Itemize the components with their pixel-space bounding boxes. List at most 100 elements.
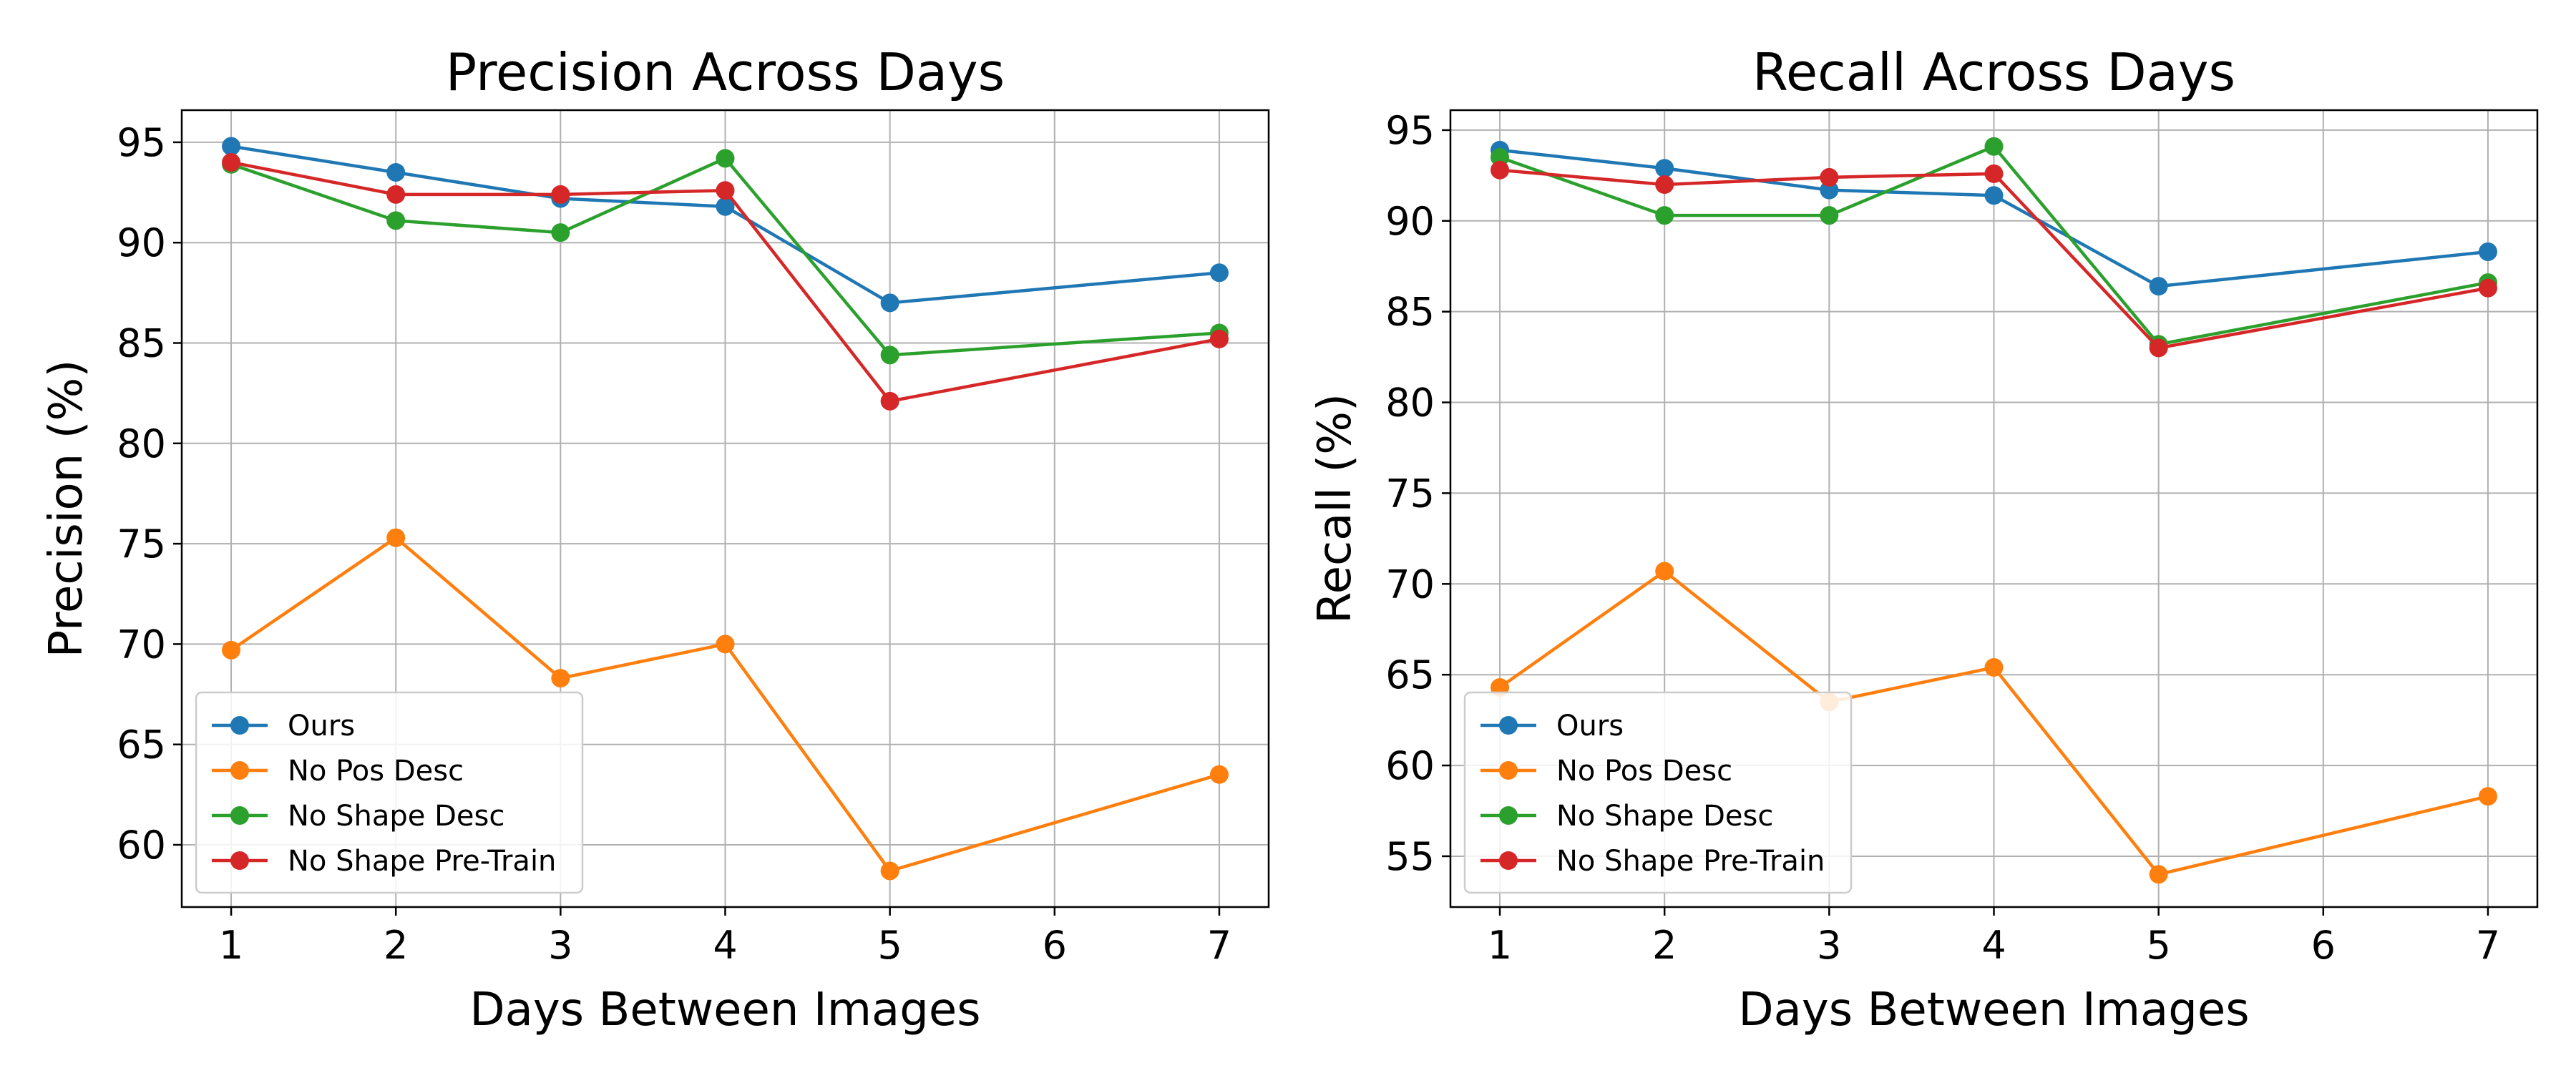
x-tick-label: 4 xyxy=(713,923,737,968)
series-line-no-shape-desc xyxy=(229,157,1221,357)
series-line-no-pos-desc xyxy=(1498,569,2490,876)
data-point-no-shape-pre-train xyxy=(716,181,735,200)
y-tick-label: 90 xyxy=(117,220,166,265)
data-point-no-pos-desc xyxy=(880,861,899,881)
data-point-no-shape-pre-train xyxy=(222,152,241,172)
data-point-no-pos-desc xyxy=(386,528,406,547)
y-tick-label: 85 xyxy=(1385,290,1435,335)
x-tick-label: 1 xyxy=(1488,923,1512,968)
data-point-no-shape-desc xyxy=(551,223,570,242)
data-point-ours xyxy=(222,137,241,156)
legend-marker-no-shape-desc xyxy=(1499,806,1518,825)
data-point-no-pos-desc xyxy=(2149,865,2168,884)
y-tick-label: 80 xyxy=(117,421,166,466)
x-tick-label: 5 xyxy=(877,923,902,968)
legend-label-no-shape-pre-train: No Shape Pre-Train xyxy=(1556,845,1825,878)
x-tick-label: 3 xyxy=(548,923,572,968)
data-point-no-pos-desc xyxy=(551,669,570,688)
y-tick-label: 60 xyxy=(1385,743,1435,788)
y-tick-label: 75 xyxy=(1385,471,1435,516)
y-axis-label: Precision (%) xyxy=(40,360,93,658)
y-tick-label: 70 xyxy=(117,622,166,667)
series-line-ours xyxy=(1498,148,2490,288)
recall-chart-title: Recall Across Days xyxy=(1752,42,2235,102)
legend-label-no-shape-desc: No Shape Desc xyxy=(1556,800,1773,833)
legend-label-no-shape-pre-train: No Shape Pre-Train xyxy=(288,845,556,878)
y-tick-label: 85 xyxy=(117,321,166,366)
y-tick-label: 65 xyxy=(117,722,166,768)
data-point-no-shape-desc xyxy=(1491,147,1510,167)
x-tick-label: 4 xyxy=(1981,923,2006,968)
data-point-no-shape-pre-train xyxy=(2149,338,2168,358)
x-tick-label: 5 xyxy=(2146,923,2170,968)
legend-label-no-pos-desc: No Pos Desc xyxy=(1556,755,1732,788)
y-tick-label: 75 xyxy=(117,521,166,567)
data-point-no-pos-desc xyxy=(716,635,735,654)
data-point-no-shape-desc xyxy=(1820,206,1839,225)
x-tick-label: 6 xyxy=(1043,923,1067,968)
axes-frame xyxy=(1449,109,2539,908)
data-point-ours xyxy=(1209,263,1229,283)
data-point-no-shape-pre-train xyxy=(1491,160,1510,180)
series-line-no-pos-desc xyxy=(229,536,1221,873)
data-point-no-shape-pre-train xyxy=(880,391,899,411)
data-point-ours xyxy=(2478,242,2497,261)
data-point-ours xyxy=(1655,159,1674,178)
x-axis-label: Days Between Images xyxy=(1738,984,2249,1037)
data-point-no-shape-pre-train xyxy=(1984,164,2004,183)
x-tick-label: 6 xyxy=(2311,923,2336,968)
legend-marker-no-shape-pre-train xyxy=(1499,851,1518,870)
data-point-no-shape-desc xyxy=(716,149,735,168)
data-point-ours xyxy=(386,162,406,182)
data-point-no-shape-pre-train xyxy=(1655,175,1674,195)
x-tick-label: 1 xyxy=(219,923,243,968)
y-tick-label: 70 xyxy=(1385,562,1435,607)
data-point-ours xyxy=(2149,277,2168,296)
y-tick-label: 65 xyxy=(1385,652,1435,697)
x-tick-label: 7 xyxy=(1207,923,1231,968)
x-tick-label: 2 xyxy=(384,923,408,968)
precision-chart-title: Precision Across Days xyxy=(446,42,1005,102)
y-tick-label: 95 xyxy=(1385,108,1435,153)
x-tick-label: 7 xyxy=(2476,923,2500,968)
axes-frame xyxy=(180,109,1270,908)
legend-label-no-pos-desc: No Pos Desc xyxy=(288,755,464,788)
data-point-ours xyxy=(1820,180,1839,200)
y-tick-label: 55 xyxy=(1385,834,1435,879)
data-point-no-pos-desc xyxy=(1655,562,1674,581)
y-tick-label: 60 xyxy=(117,823,166,868)
data-point-ours xyxy=(716,197,735,216)
legend-label-no-shape-desc: No Shape Desc xyxy=(288,800,504,833)
legend-marker-no-pos-desc xyxy=(1499,761,1518,780)
legend-marker-no-shape-pre-train xyxy=(230,851,249,870)
series-line-no-shape-pre-train xyxy=(1498,168,2490,350)
y-tick-label: 95 xyxy=(117,120,166,165)
data-point-ours xyxy=(880,293,899,313)
x-tick-label: 2 xyxy=(1652,923,1677,968)
series-line-no-shape-desc xyxy=(1498,144,2490,346)
data-point-no-pos-desc xyxy=(1209,765,1229,784)
recall-chart: 1 2 3 4 5 6 7 55 60 65 70 75 80 85 90 95 Recall Across D… xyxy=(1309,42,2539,1037)
legend-marker-no-pos-desc xyxy=(230,761,249,780)
legend-marker-no-shape-desc xyxy=(230,806,249,825)
data-point-no-pos-desc xyxy=(1984,658,2004,677)
precision-chart: 1 2 3 4 5 6 7 60 65 70 75 80 85 90 95 Precision Across … xyxy=(40,42,1270,1037)
legend-box xyxy=(1463,691,1853,894)
data-point-no-shape-pre-train xyxy=(1820,167,1839,187)
data-point-no-shape-pre-train xyxy=(1209,329,1229,348)
data-point-ours xyxy=(1984,186,2004,205)
series-line-no-shape-pre-train xyxy=(229,160,1221,403)
series-line-ours xyxy=(229,144,1221,305)
data-point-no-shape-pre-train xyxy=(386,185,406,204)
y-tick-label: 90 xyxy=(1385,199,1435,244)
legend-marker-ours xyxy=(1499,716,1518,735)
legend-box xyxy=(195,691,584,894)
data-point-no-shape-desc xyxy=(386,211,406,230)
data-point-no-shape-desc xyxy=(880,346,899,365)
data-point-no-pos-desc xyxy=(2478,787,2497,806)
data-point-no-shape-pre-train xyxy=(2478,278,2497,298)
x-tick-label: 3 xyxy=(1817,923,1841,968)
y-tick-label: 80 xyxy=(1385,381,1435,426)
legend-label-ours: Ours xyxy=(288,710,355,743)
